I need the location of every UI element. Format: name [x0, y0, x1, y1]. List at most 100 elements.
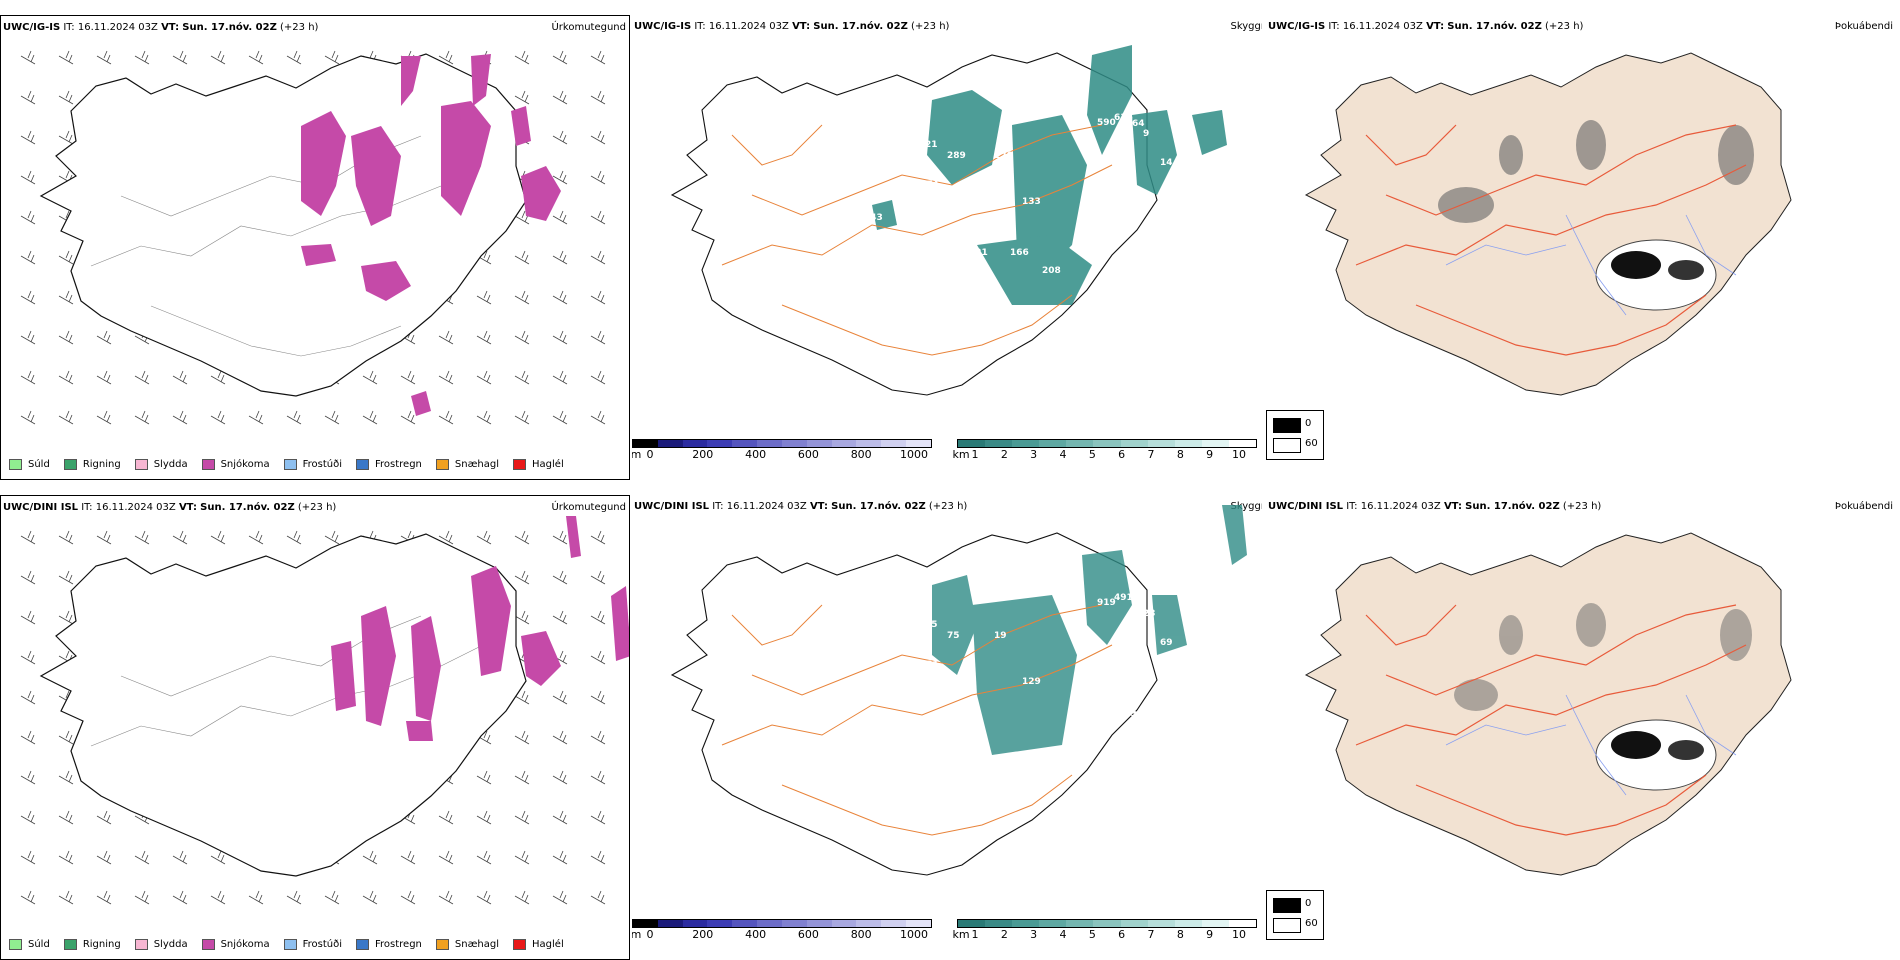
wind-barb [324, 890, 340, 905]
scale-cell [906, 920, 931, 927]
precip-legend-item: Snæhagl [435, 938, 500, 950]
iceland-precip-map [20, 516, 629, 905]
wind-barb [96, 330, 112, 345]
wind-barb [96, 530, 112, 545]
scale-tick: 400 [745, 928, 767, 941]
precip-legend-item: Snjókoma [201, 458, 270, 470]
wind-barb [514, 850, 530, 865]
wind-barb [514, 90, 530, 105]
wind-barb [438, 330, 454, 345]
wind-barb [590, 770, 606, 785]
scale-tick: 600 [797, 928, 819, 941]
wind-barb [476, 290, 492, 305]
wind-barb [438, 810, 454, 825]
wind-barb [134, 410, 150, 425]
wind-barb [552, 170, 568, 185]
wind-barb [400, 850, 416, 865]
wind-barb [476, 410, 492, 425]
visibility-scale-labels: km 1 2 3 4 5 6 7 8 9 10 [952, 448, 1257, 462]
precip-legend-item: Súld [9, 938, 50, 950]
wind-barb [552, 90, 568, 105]
scale-tick: 2 [1000, 928, 1008, 941]
scale-cell [657, 440, 683, 447]
precip-legend-swatch [356, 938, 369, 950]
scale-tick: 1000 [900, 448, 928, 461]
wind-barb [552, 730, 568, 745]
wind-barb [210, 50, 226, 65]
wind-barb [58, 570, 74, 585]
scale-tick: 7 [1147, 928, 1155, 941]
wind-barb [514, 330, 530, 345]
visibility-label: 85 [925, 620, 938, 630]
wind-barb [96, 410, 112, 425]
wind-barb [58, 250, 74, 265]
wind-barb [58, 290, 74, 305]
wind-barb [590, 250, 606, 265]
precip-legend-item: Slydda [134, 458, 188, 470]
precip-legend-swatch [201, 938, 215, 950]
wind-barb [324, 410, 340, 425]
wind-barb [400, 410, 416, 425]
precip-legend-item: Haglél [513, 458, 564, 470]
wind-barb [552, 690, 568, 705]
wind-barb [514, 250, 530, 265]
elevation-scale-labels: m 0 200 400 600 800 1000 [632, 448, 932, 462]
scale-tick: 0 [646, 928, 654, 941]
precip-legend-label: Haglél [532, 938, 564, 950]
scale-unit: km [952, 928, 970, 941]
visibility-label: 143 [864, 213, 883, 223]
wind-barb [58, 90, 74, 105]
wind-barb [134, 370, 150, 385]
wind-barb [58, 610, 74, 625]
wind-barb [58, 770, 74, 785]
iceland-fog-map [1304, 52, 1792, 396]
scale-cell [1120, 440, 1148, 447]
wind-barb [590, 290, 606, 305]
wind-barb [514, 290, 530, 305]
visibility-label: 616 [1114, 113, 1133, 123]
wind-barb [286, 410, 302, 425]
precip-legend-label: Rigning [82, 938, 121, 950]
scale-cell [1147, 440, 1175, 447]
visibility-label: 133 [1022, 197, 1041, 207]
wind-barb [400, 890, 416, 905]
scale-tick: 600 [797, 448, 819, 461]
precip-type-panel-bottom: UWC/DINI ISL IT: 16.11.2024 03Z VT: Sun.… [0, 495, 630, 960]
scale-cell [1120, 920, 1148, 927]
precip-legend-label: Snæhagl [454, 938, 500, 950]
precip-legend-item: Frostregn [356, 938, 422, 950]
visibility-label: 142 [864, 230, 883, 240]
scale-tick: 6 [1118, 928, 1126, 941]
wind-barb [438, 410, 454, 425]
precip-legend-label: Slydda [153, 938, 188, 950]
visibility-label: 129 [1022, 677, 1041, 687]
wind-barb [552, 330, 568, 345]
wind-barb [590, 50, 606, 65]
wind-barb [552, 290, 568, 305]
scale-cell [856, 440, 882, 447]
wind-barb [20, 370, 36, 385]
wind-barb [476, 890, 492, 905]
visibility-label: 148 [816, 714, 835, 724]
iceland-precip-map [20, 50, 606, 425]
visibility-scale-cells [957, 919, 1257, 928]
scale-tick: 200 [692, 448, 714, 461]
wind-barb [476, 850, 492, 865]
panel-title: UWC/IG-IS IT: 16.11.2024 03Z VT: Sun. 17… [634, 21, 950, 32]
precip-legend-item: Frostúði [283, 938, 342, 950]
wind-barb [324, 530, 340, 545]
precip-legend-swatch [134, 938, 148, 950]
wind-barb [248, 50, 264, 65]
wind-barb [58, 330, 74, 345]
precip-legend-swatch [134, 458, 148, 470]
scale-tick: 9 [1206, 928, 1214, 941]
scale-cell [831, 440, 857, 447]
visibility-label: 75 [947, 631, 960, 641]
precip-legend-item: Súld [9, 458, 50, 470]
wind-barb [514, 370, 530, 385]
precip-legend-swatch [513, 938, 527, 950]
visibility-label: 919 [1097, 598, 1116, 608]
wind-barb [134, 50, 150, 65]
visibility-label: 23 [1143, 609, 1156, 619]
wind-barb [58, 370, 74, 385]
